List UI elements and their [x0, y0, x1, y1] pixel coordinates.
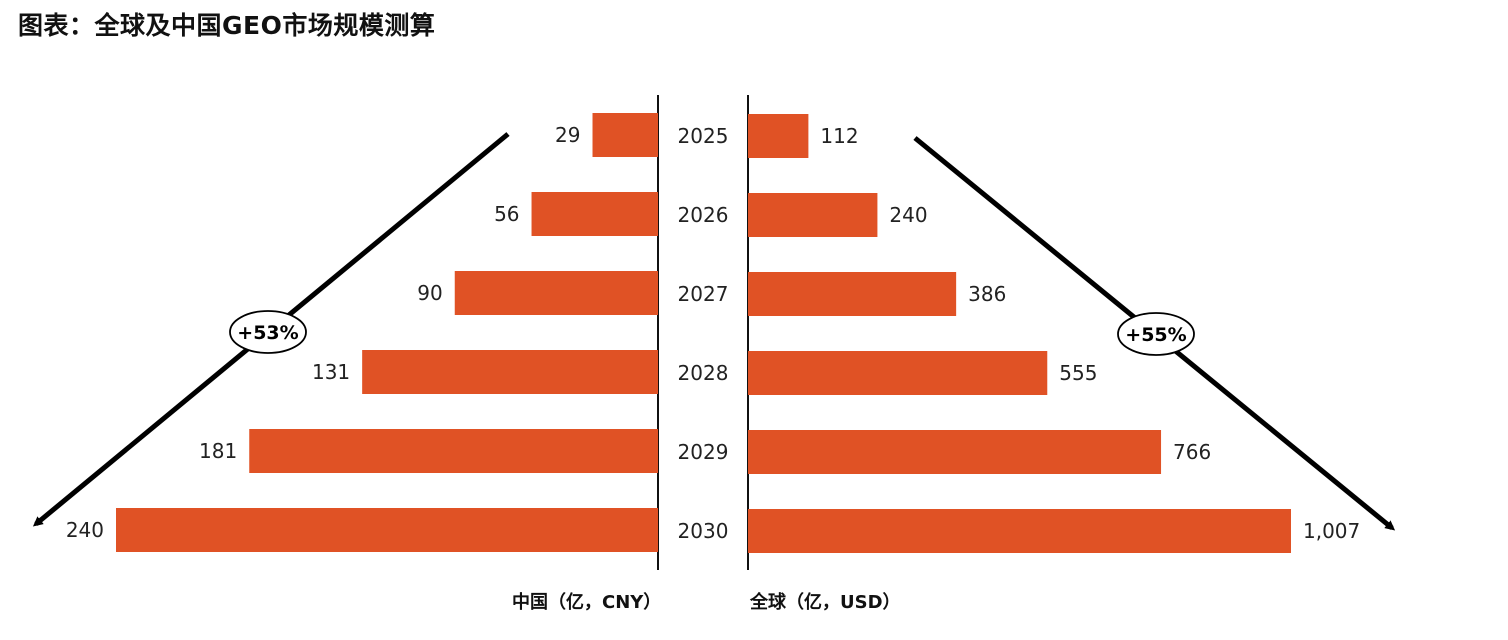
global-value-label-2028: 555 [1059, 361, 1097, 385]
global-value-label-2029: 766 [1173, 440, 1211, 464]
china-unit-label: 中国（亿，CNY） [512, 592, 662, 613]
global-unit-label: 全球（亿，USD） [750, 592, 901, 613]
china-bar-2029 [249, 429, 658, 473]
global-value-label-2027: 386 [968, 282, 1006, 306]
china-bar-2026 [531, 192, 658, 236]
global-series: 112 240 386 555 766 1,007 [748, 114, 1360, 553]
china-bar-2028 [362, 350, 658, 394]
year-labels: 2025 2026 2027 2028 2029 2030 [678, 124, 729, 543]
global-bar-2028 [748, 351, 1048, 395]
global-bar-2030 [748, 509, 1291, 553]
year-label-2029: 2029 [678, 440, 729, 464]
year-label-2025: 2025 [678, 124, 729, 148]
global-bar-2027 [748, 272, 957, 316]
china-value-label-2028: 131 [312, 360, 350, 384]
china-bar-2025 [592, 113, 658, 157]
chart-title: 图表：全球及中国GEO市场规模测算 [18, 11, 436, 40]
global-value-label-2030: 1,007 [1303, 519, 1360, 543]
year-label-2030: 2030 [678, 519, 729, 543]
china-series: 29 56 90 131 181 240 [66, 113, 658, 552]
china-value-label-2030: 240 [66, 518, 104, 542]
global-cagr-badge [1117, 312, 1195, 356]
year-label-2027: 2027 [678, 282, 729, 306]
china-value-label-2025: 29 [555, 123, 580, 147]
china-value-label-2027: 90 [417, 281, 442, 305]
china-bar-2027 [454, 271, 658, 315]
year-label-2026: 2026 [678, 203, 729, 227]
global-value-label-2026: 240 [889, 203, 927, 227]
china-bar-2030 [116, 508, 658, 552]
china-value-label-2026: 56 [494, 202, 519, 226]
china-value-label-2029: 181 [199, 439, 237, 463]
global-value-label-2025: 112 [820, 124, 858, 148]
global-bar-2029 [748, 430, 1162, 474]
global-cagr-label: +55% [1125, 324, 1186, 346]
china-cagr-badge [229, 310, 307, 354]
china-cagr-label: +53% [237, 322, 298, 344]
global-bar-2025 [748, 114, 809, 158]
global-bar-2026 [748, 193, 878, 237]
year-label-2028: 2028 [678, 361, 729, 385]
